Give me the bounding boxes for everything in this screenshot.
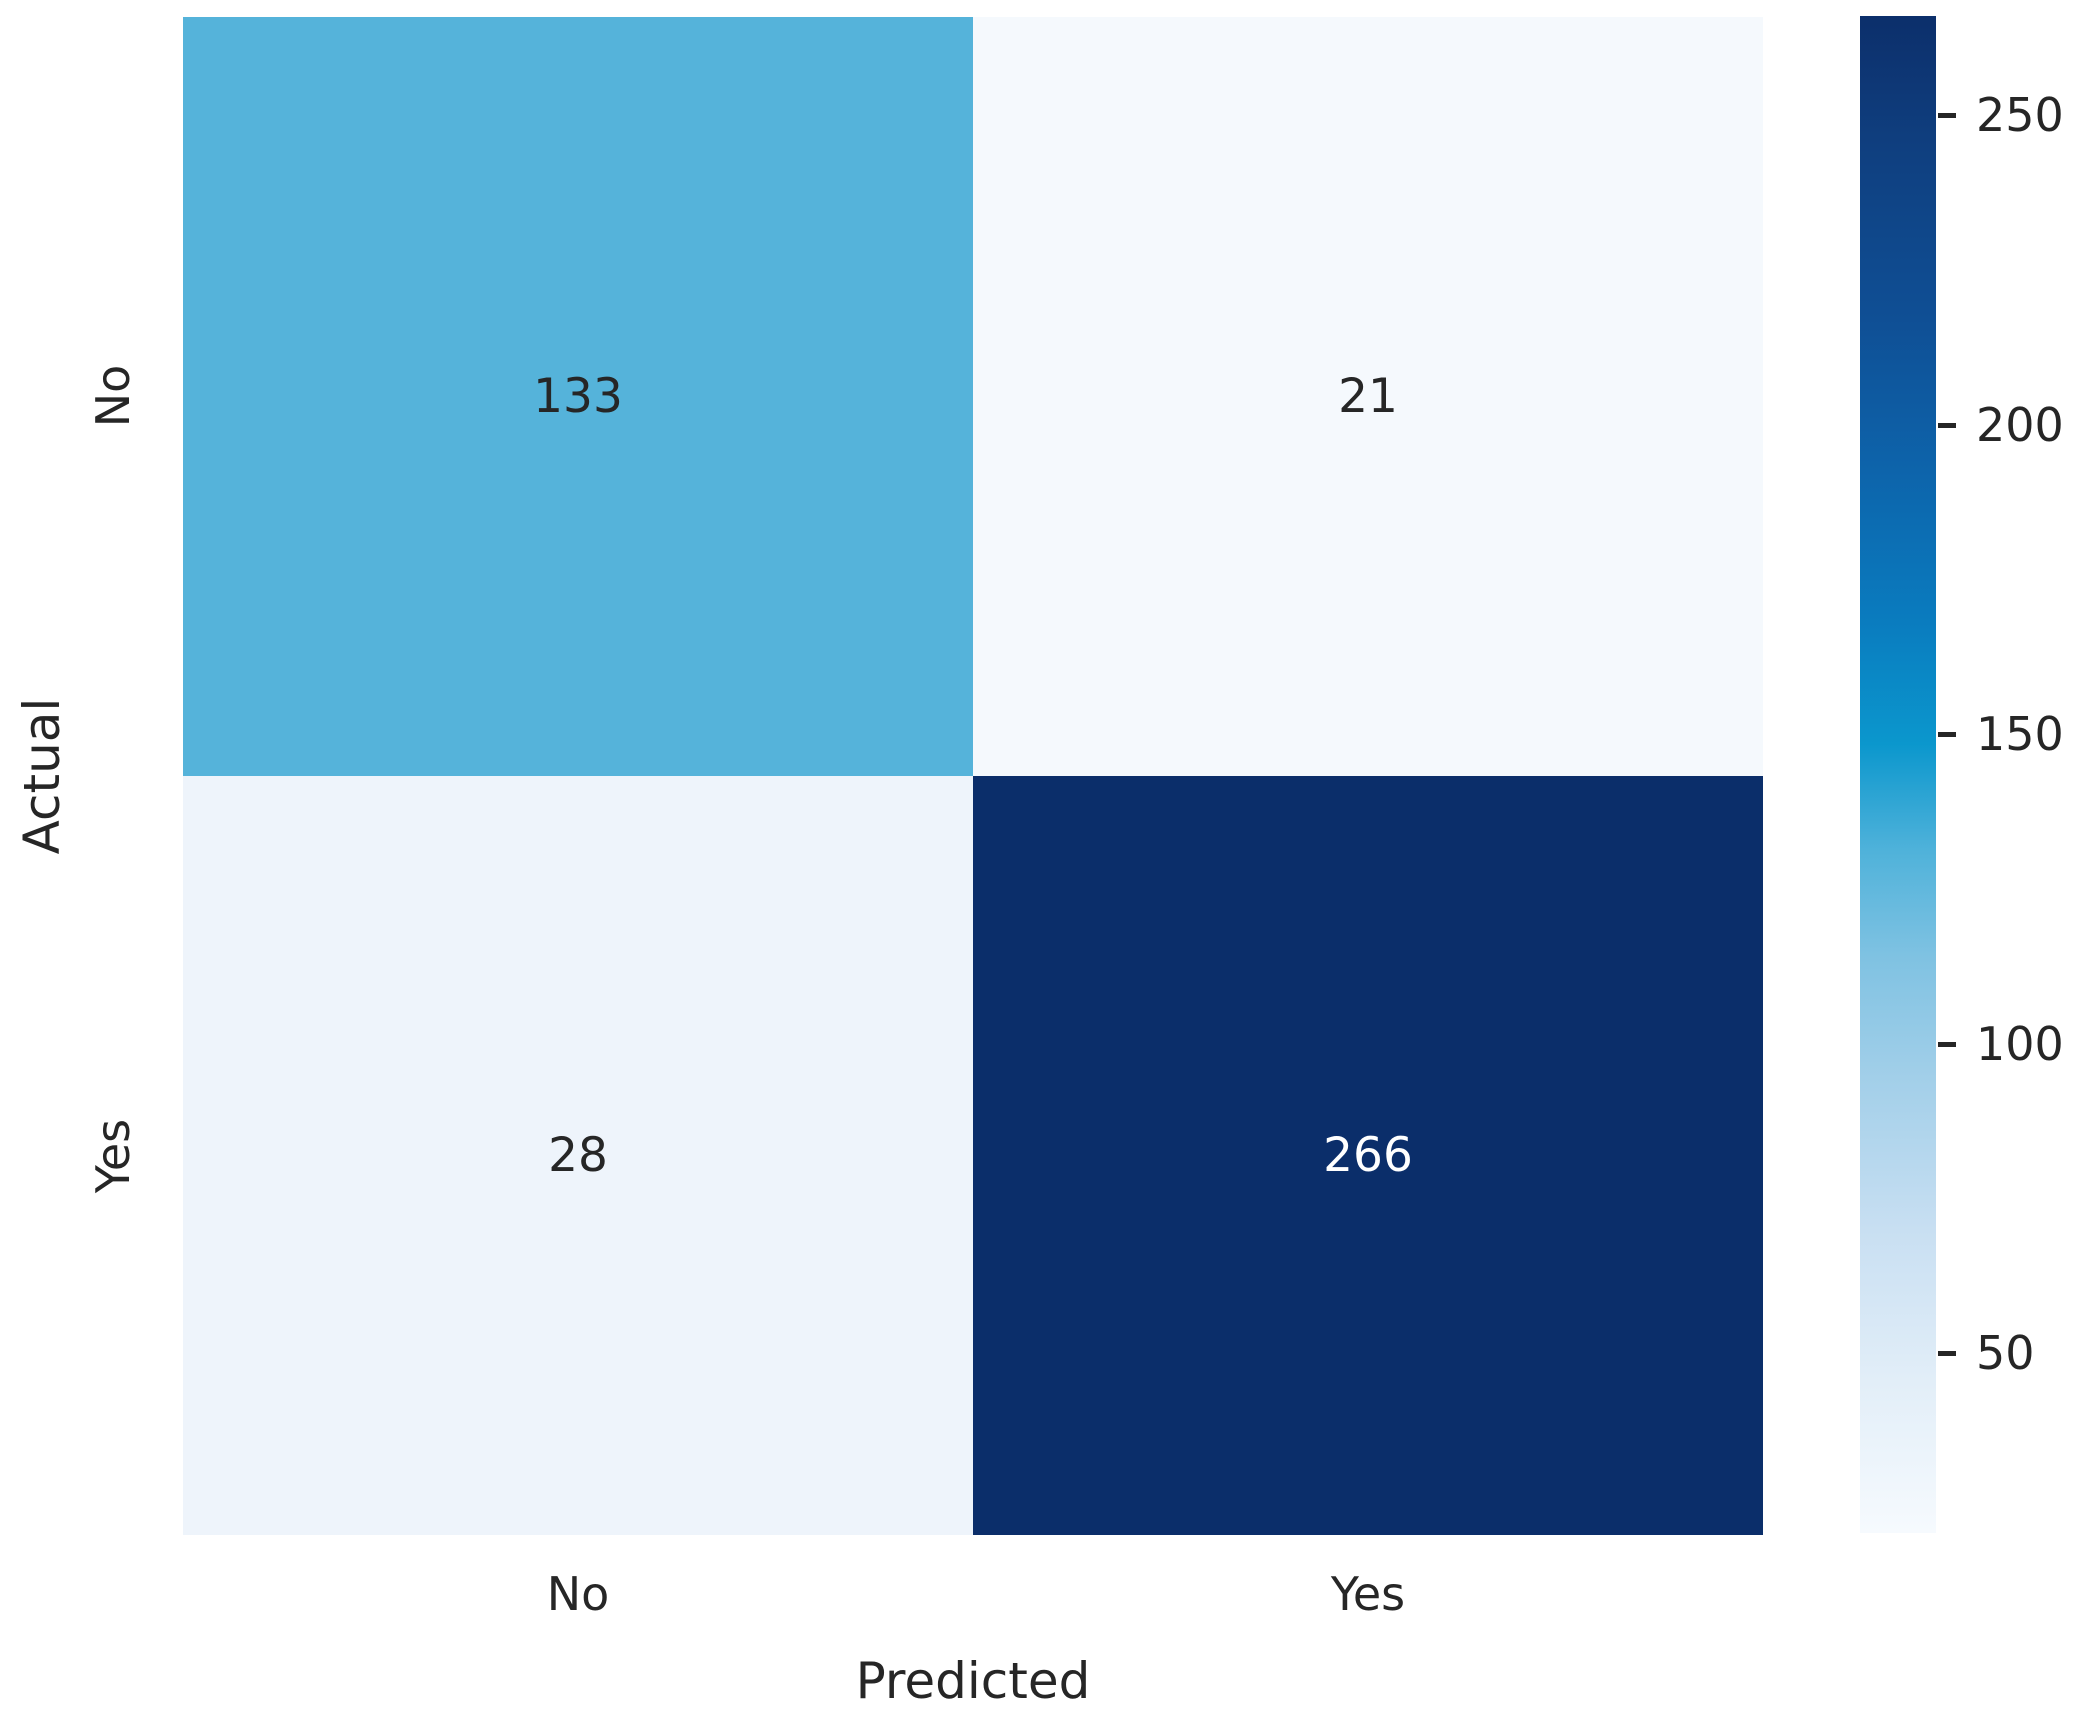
heatmap-cell: 28 [183, 776, 973, 1535]
colorbar-tick-mark [1938, 732, 1956, 738]
colorbar [1860, 16, 1936, 1533]
x-tick-no: No [546, 1567, 610, 1621]
colorbar-tick-label: 150 [1976, 707, 2064, 762]
colorbar-tick-label: 50 [1976, 1326, 2035, 1381]
colorbar-tick-mark [1938, 1351, 1956, 1357]
heatmap-cell: 133 [183, 17, 973, 776]
heatmap-cell: 21 [973, 17, 1763, 776]
colorbar-tick-mark [1938, 1041, 1956, 1047]
colorbar-tick-label: 100 [1976, 1016, 2064, 1071]
y-tick-yes: Yes [86, 1118, 140, 1194]
y-axis-title: Actual [13, 697, 71, 855]
colorbar-tick-label: 250 [1976, 88, 2064, 143]
colorbar-tick-mark [1938, 113, 1956, 119]
colorbar-tick-mark [1938, 422, 1956, 428]
heatmap: 133 21 28 266 [183, 17, 1763, 1535]
heatmap-cell: 266 [973, 776, 1763, 1535]
x-tick-yes: Yes [1330, 1567, 1406, 1621]
colorbar-tick-label: 200 [1976, 397, 2064, 452]
y-tick-no: No [86, 364, 140, 428]
x-axis-title: Predicted [855, 1652, 1091, 1710]
